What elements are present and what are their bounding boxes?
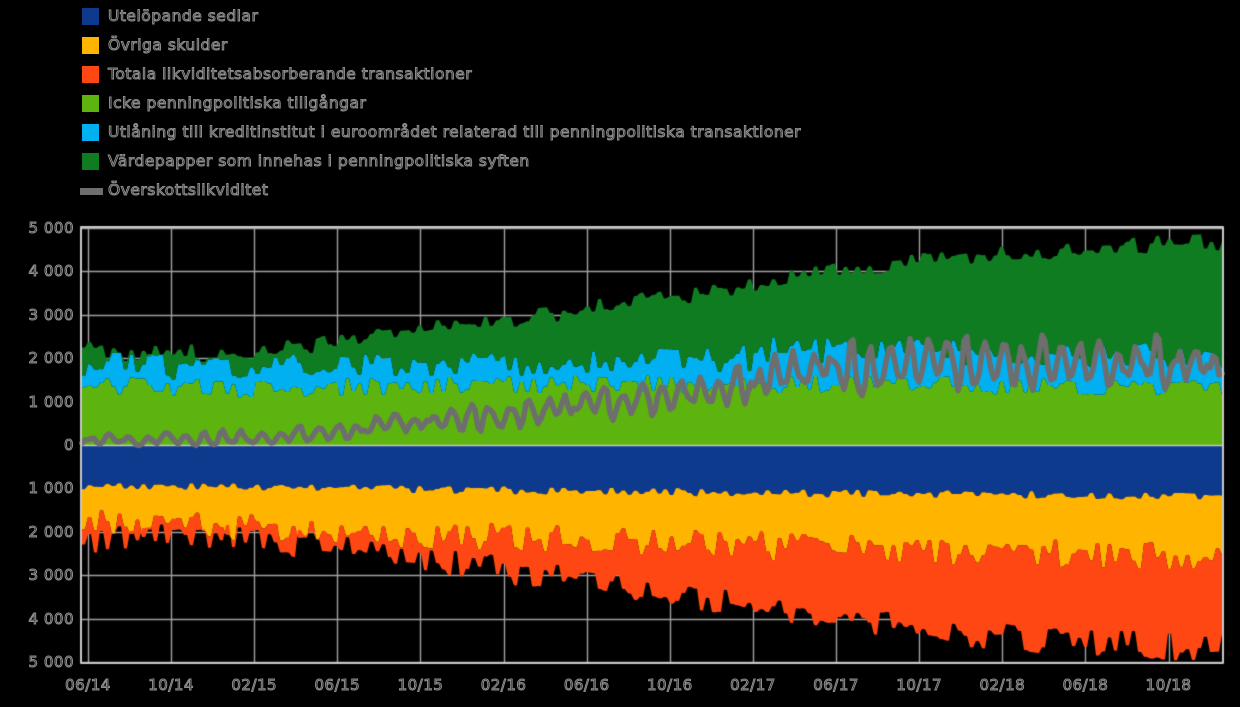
y-axis-label: 4 000 (28, 262, 74, 281)
legend-label: Utelöpande sedlar (107, 7, 259, 25)
legend-swatch-square (82, 37, 99, 54)
y-axis-label: 0 (63, 436, 74, 455)
y-axis-label: 2 000 (28, 522, 74, 541)
legend-swatch-square (82, 95, 99, 112)
legend-label: Utlåning till kreditinstitut i euroområd… (107, 123, 802, 141)
legend-label: Överskottslikviditet (107, 181, 269, 199)
x-axis-label: 10/16 (646, 676, 693, 695)
x-axis-label: 10/17 (896, 676, 943, 695)
x-axis-label: 06/14 (65, 676, 111, 695)
x-axis-label: 06/16 (563, 676, 610, 695)
x-axis-label: 02/17 (730, 676, 776, 695)
y-axis-label: 1 000 (28, 479, 74, 498)
legend-swatch-square (82, 8, 99, 25)
legend-label: Värdepapper som innehas i penningpolitis… (108, 152, 530, 170)
y-axis-label: 3 000 (28, 305, 74, 324)
legend-swatch-line (80, 188, 103, 195)
x-axis-label: 10/18 (1145, 676, 1192, 695)
legend-swatch-square (82, 124, 99, 141)
y-axis-label: 5 000 (28, 653, 74, 672)
legend-label: Icke penningpolitiska tillgångar (107, 94, 367, 112)
x-axis-label: 10/15 (397, 676, 444, 695)
x-axis-label: 02/16 (480, 676, 527, 695)
legend-swatch-square (82, 66, 99, 83)
x-axis-label: 06/17 (813, 676, 859, 695)
x-axis-label: 10/14 (148, 676, 194, 695)
y-axis-label: 5 000 (28, 219, 74, 238)
legend-swatch-square (82, 153, 99, 170)
x-axis-label: 06/18 (1062, 676, 1109, 695)
y-axis-label: 2 000 (28, 349, 74, 368)
y-axis-label: 4 000 (28, 609, 74, 628)
x-axis-label: 02/15 (231, 676, 278, 695)
x-axis-label: 02/18 (979, 676, 1026, 695)
x-axis-label: 06/15 (314, 676, 361, 695)
legend-label: Övriga skulder (108, 36, 228, 54)
y-axis-label: 1 000 (28, 392, 74, 411)
legend-label: Totala likviditetsabsorberande transakti… (107, 65, 473, 83)
y-axis-label: 3 000 (28, 566, 74, 585)
